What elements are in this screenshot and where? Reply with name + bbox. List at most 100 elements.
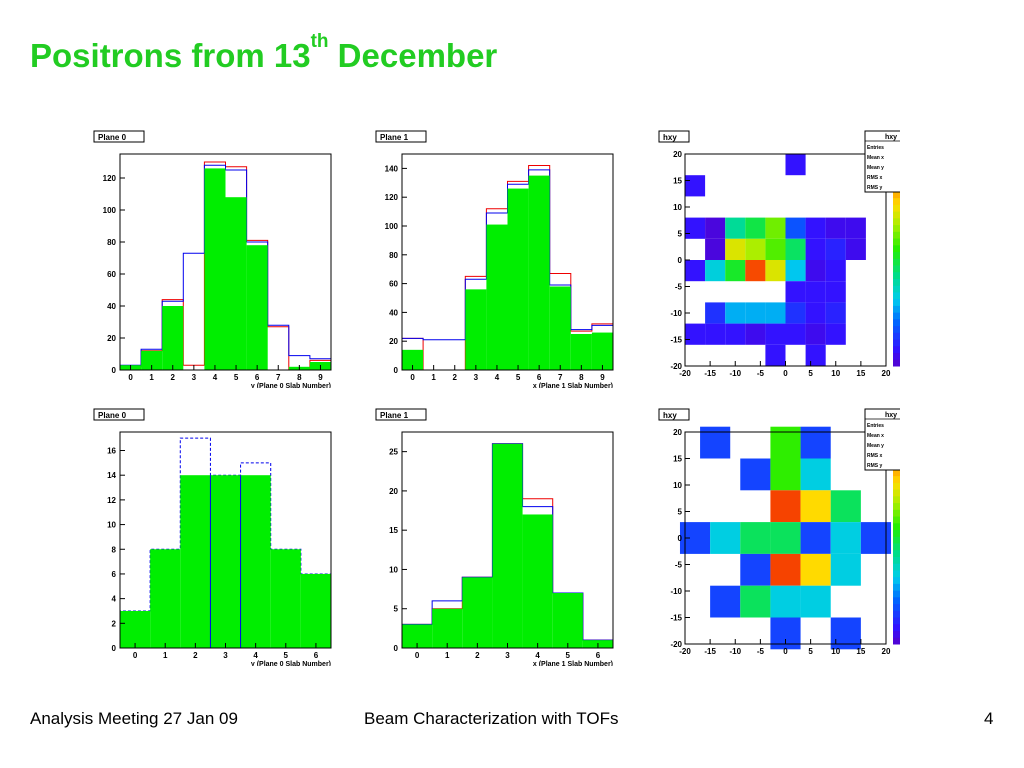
heatmap-cell — [800, 426, 831, 459]
color-scale-segment — [893, 630, 900, 638]
heatmap-cell — [800, 458, 831, 491]
y-tick-label: 15 — [673, 455, 682, 464]
stats-label: Mean y — [867, 165, 884, 171]
heatmap-cell — [740, 585, 771, 618]
color-scale-segment — [893, 318, 900, 327]
histogram-bin — [591, 332, 613, 370]
heatmap-cell — [705, 238, 726, 260]
color-scale-segment — [893, 332, 900, 340]
plot-title: Plane 1 — [380, 133, 409, 142]
color-scale-segment — [893, 516, 900, 524]
heatmap-cell — [830, 617, 861, 650]
color-scale-segment — [893, 217, 900, 226]
heatmap-cell — [805, 238, 826, 260]
x-tick-label: 0 — [415, 651, 420, 660]
heatmap-cell — [725, 260, 746, 282]
x-tick-label: 8 — [579, 373, 584, 382]
histogram-bin — [528, 175, 550, 370]
color-scale-segment — [893, 285, 900, 293]
histogram-bin — [402, 349, 424, 370]
x-tick-label: 5 — [808, 369, 813, 378]
heatmap-cell — [765, 238, 786, 260]
y-tick-label: 6 — [112, 570, 117, 579]
color-scale-segment — [893, 265, 900, 273]
y-tick-label: 60 — [107, 270, 116, 279]
heatmap-cell — [685, 175, 706, 197]
plot-hxy-bottom: -20-15-10-505101520-20-15-10-50510152001… — [655, 406, 900, 666]
heatmap-cell — [705, 217, 726, 239]
y-tick-label: 10 — [389, 565, 398, 574]
y-tick-label: 0 — [112, 644, 117, 653]
color-scale-segment — [893, 339, 900, 347]
color-scale-segment — [893, 190, 900, 199]
x-axis-title: y (Plane 0 Slab Number) — [251, 383, 331, 388]
heatmap-cell — [725, 302, 746, 324]
plot-plane0-bottom: 0 2 4 6 8 10 12 14 16 0 1 2 3 4 5 6 y (Plane 0 Slab Numb… — [90, 406, 335, 666]
x-tick-label: 2 — [453, 373, 458, 382]
heatmap-cell — [765, 302, 786, 324]
plot-title-box — [658, 408, 690, 421]
y-tick-label: -20 — [670, 640, 682, 649]
color-scale-segment — [893, 475, 900, 483]
y-tick-label: -10 — [670, 309, 682, 318]
heatmap-cell — [785, 238, 806, 260]
y-tick-label: 80 — [107, 238, 116, 247]
y-tick-label: 8 — [112, 545, 117, 554]
histogram-bin — [225, 197, 247, 370]
y-tick-label: 0 — [678, 256, 683, 265]
histogram-bin — [402, 624, 433, 648]
stats-label: Entries — [867, 423, 884, 429]
y-tick-label: 100 — [103, 206, 117, 215]
color-scale-segment — [893, 298, 900, 306]
y-tick-label: 60 — [389, 280, 398, 289]
x-tick-label: 8 — [297, 373, 302, 382]
histogram-svg: 0 20 40 60 80 100 120 0 1 2 3 4 5 6 7 8 9y (Plane 0 Slab… — [93, 130, 332, 388]
color-scale-segment — [893, 556, 900, 564]
heatmap-cell — [845, 238, 866, 260]
plot-title: Plane 0 — [98, 411, 127, 420]
histogram-bin — [141, 350, 163, 370]
histogram-outline-blue — [401, 169, 614, 370]
histogram-bin — [246, 245, 268, 370]
histogram-bin — [462, 577, 493, 648]
heatmap-cells — [679, 426, 892, 650]
plot-hxy-top: -20-15-10-505101520-20-15-10-50510152005… — [655, 128, 900, 388]
histogram-bin — [150, 549, 181, 648]
histogram-outline-blue — [119, 164, 332, 370]
color-scale-segment — [893, 224, 900, 232]
x-tick-label: 1 — [163, 651, 168, 660]
x-tick-label: 3 — [192, 373, 197, 382]
y-tick-label: 4 — [112, 595, 117, 604]
y-tick-label: 16 — [107, 447, 116, 456]
heatmap-cell — [830, 522, 861, 554]
heatmap-cell — [685, 260, 706, 282]
heatmap-cell — [705, 260, 726, 282]
stats-label: Mean x — [867, 433, 884, 439]
y-tick-label: 5 — [678, 230, 683, 239]
color-scale-segment — [893, 482, 900, 490]
stats-box-title: hxy — [885, 412, 897, 419]
x-tick-label: 15 — [856, 647, 865, 656]
heatmap-cell — [785, 217, 806, 239]
y-tick-label: -10 — [670, 587, 682, 596]
plot-plane1-bottom: 0 5 10 15 20 25 0 1 2 3 4 5 6 x (Plane 1 Slab Number)… — [372, 406, 617, 666]
x-tick-label: 2 — [193, 651, 198, 660]
x-tick-label: -10 — [729, 647, 741, 656]
axes: -20 -15 -10 -5 0 5 10 15 20 -20 -15 -10 -5 0 5 10 15 20 — [670, 428, 891, 656]
heatmap-cell — [705, 323, 726, 345]
x-tick-label: 15 — [856, 369, 865, 378]
heatmap-cell — [800, 490, 831, 523]
x-tick-label: 5 — [234, 373, 239, 382]
heatmap-cell — [825, 260, 846, 282]
heatmap-cell — [800, 553, 831, 586]
stats-label: RMS y — [867, 463, 883, 469]
slide-title-end: December — [328, 37, 498, 74]
heatmap-cell — [785, 323, 806, 345]
heatmap-svg: -20-15-10-505101520-20-15-10-50510152001… — [658, 408, 900, 656]
color-scale-segment — [893, 489, 900, 497]
axes: 0 20 40 60 80 100 120 0 1 2 3 4 5 6 7 8 9y (Plane 0 Slab… — [103, 174, 331, 388]
y-tick-label: 20 — [107, 334, 116, 343]
heatmap-cell — [740, 553, 771, 586]
footer-page-number: 4 — [984, 709, 994, 728]
